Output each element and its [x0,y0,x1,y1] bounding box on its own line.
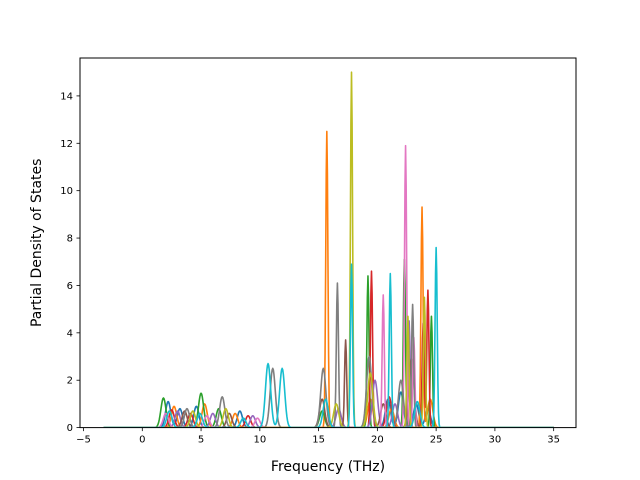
y-axis: 0 2 4 6 8 10 12 14 [60,91,80,434]
y-tick-label: 10 [60,186,73,197]
x-tick-label: 10 [253,435,266,446]
x-tick-label: 35 [547,435,560,446]
x-tick-label: 0 [139,435,145,446]
plot-frame [79,57,577,429]
x-tick-label: −5 [76,435,91,446]
y-tick-label: 14 [60,91,73,102]
x-tick-label: 25 [430,435,443,446]
x-tick-label: 30 [489,435,502,446]
x-tick-label: 5 [198,435,204,446]
y-tick-label: 0 [67,423,73,434]
x-axis: −5 0 5 10 15 20 25 30 35 [76,427,560,446]
y-tick-label: 2 [67,376,73,387]
x-tick-label: 15 [312,435,325,446]
y-tick-label: 8 [67,234,73,245]
x-tick-label: 20 [371,435,384,446]
y-tick-label: 12 [60,139,73,150]
x-axis-label: Frequency (THz) [271,459,385,475]
y-tick-label: 4 [67,328,73,339]
y-axis-label: Partial Density of States [29,159,45,327]
y-tick-label: 6 [67,281,73,292]
